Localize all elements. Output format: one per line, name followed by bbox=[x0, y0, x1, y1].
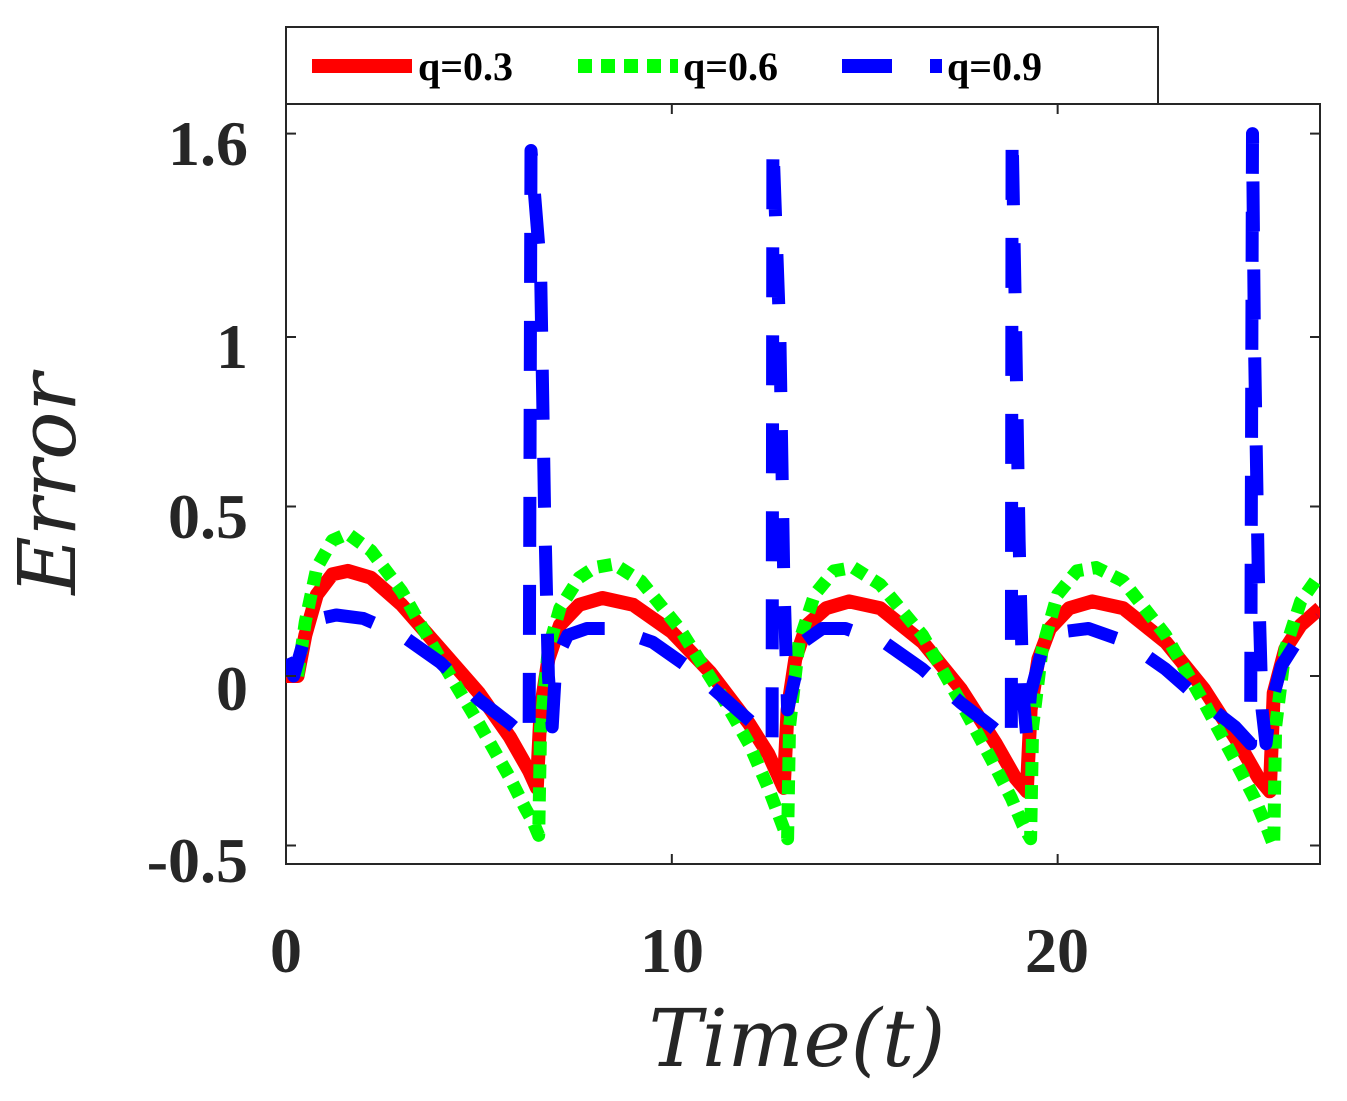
legend: q=0.3 q=0.6 q=0.9 bbox=[285, 26, 1159, 105]
legend-box bbox=[285, 26, 1159, 105]
x-tick-label-10: 10 bbox=[640, 915, 704, 986]
legend-label-q03: q=0.3 bbox=[418, 44, 513, 89]
y-tick-label-1.6: 1.6 bbox=[168, 108, 248, 179]
plot-area bbox=[285, 103, 1321, 865]
x-tick-label-20: 20 bbox=[1025, 915, 1089, 986]
x-tick-label-0: 0 bbox=[270, 915, 302, 986]
legend-label-q06: q=0.6 bbox=[683, 44, 778, 89]
legend-label-q09: q=0.9 bbox=[947, 44, 1042, 89]
y-axis-title: Error bbox=[1, 369, 94, 597]
y-tick-label-0.5: 0.5 bbox=[168, 481, 248, 552]
y-tick-label-neg0.5: -0.5 bbox=[147, 825, 248, 896]
tick-layer bbox=[285, 104, 1320, 864]
x-axis-title: Time(t) bbox=[649, 992, 946, 1085]
series-layer bbox=[286, 127, 1320, 852]
y-tick-label-0: 0 bbox=[216, 653, 248, 724]
series-line-q09 bbox=[286, 127, 1320, 751]
y-tick-label-1: 1 bbox=[216, 311, 248, 382]
series-line-q06 bbox=[291, 527, 1320, 852]
